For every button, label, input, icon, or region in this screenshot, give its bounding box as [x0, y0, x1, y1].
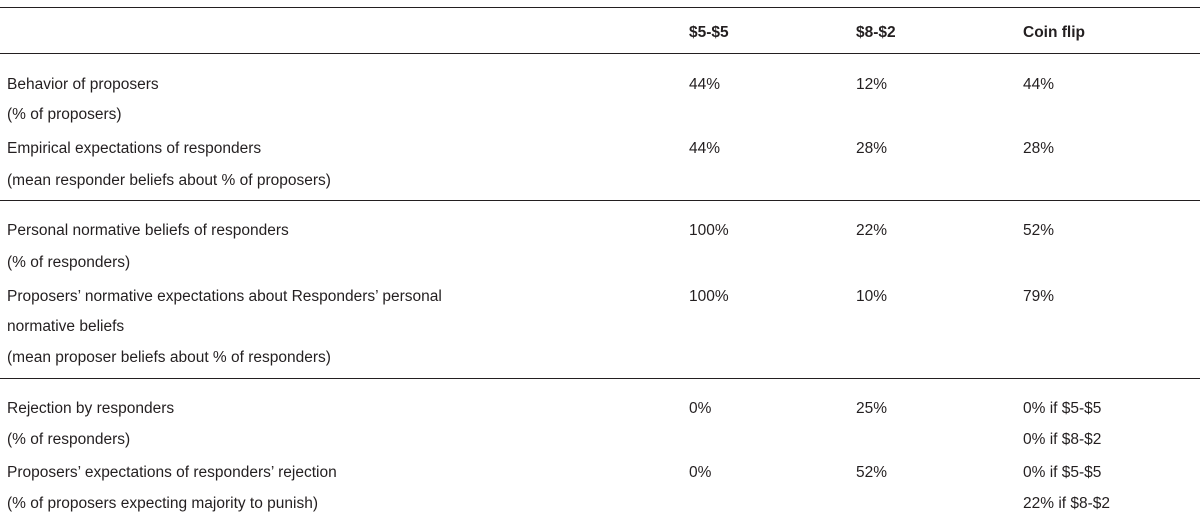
cell-coin-flip: 44% [1023, 76, 1055, 93]
row-label-note: (mean responder beliefs about % of propo… [7, 172, 331, 189]
cell-coin-flip-second: 0% if $8-$2 [1023, 431, 1102, 448]
row-label: Personal normative beliefs of responders [7, 222, 289, 239]
cell-coin-flip: 0% if $5-$5 [1023, 400, 1102, 417]
section-rule [0, 378, 1200, 379]
cell-5-5: 0% [689, 464, 712, 481]
cell-5-5: 0% [689, 400, 712, 417]
row-label: Empirical expectations of responders [7, 140, 262, 157]
column-header-8-2: $8-$2 [856, 24, 896, 41]
cell-5-5: 44% [689, 76, 721, 93]
cell-8-2: 28% [856, 140, 888, 157]
row-label-note: (mean proposer beliefs about % of respon… [7, 349, 331, 366]
row-label-note: (% of responders) [7, 431, 131, 448]
row-label-note: (% of responders) [7, 254, 131, 271]
cell-coin-flip: 28% [1023, 140, 1055, 157]
cell-coin-flip: 79% [1023, 288, 1055, 305]
row-label: Behavior of proposers [7, 76, 159, 93]
cell-coin-flip: 52% [1023, 222, 1055, 239]
cell-8-2: 10% [856, 288, 888, 305]
row-label: Proposers’ expectations of responders’ r… [7, 464, 337, 481]
cell-5-5: 44% [689, 140, 721, 157]
column-header-coin-flip: Coin flip [1023, 24, 1085, 41]
cell-8-2: 22% [856, 222, 888, 239]
column-header-5-5: $5-$5 [689, 24, 729, 41]
cell-coin-flip: 0% if $5-$5 [1023, 464, 1102, 481]
section-rule [0, 200, 1200, 201]
row-label: Rejection by responders [7, 400, 175, 417]
row-label-continued: normative beliefs [7, 318, 125, 335]
row-label-note: (% of proposers) [7, 106, 122, 123]
cell-5-5: 100% [689, 288, 729, 305]
row-label-note: (% of proposers expecting majority to pu… [7, 495, 319, 512]
table-top-rule [0, 7, 1200, 8]
cell-coin-flip-second: 22% if $8-$2 [1023, 495, 1111, 512]
cell-5-5: 100% [689, 222, 729, 239]
cell-8-2: 12% [856, 76, 888, 93]
header-rule [0, 53, 1200, 54]
row-label: Proposers’ normative expectations about … [7, 288, 442, 305]
cell-8-2: 25% [856, 400, 888, 417]
cell-8-2: 52% [856, 464, 888, 481]
